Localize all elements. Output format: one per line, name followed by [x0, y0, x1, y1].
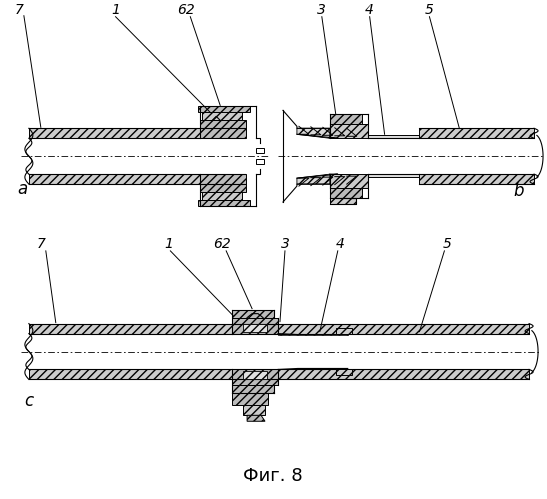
- Polygon shape: [243, 324, 267, 332]
- Polygon shape: [256, 148, 264, 153]
- Text: 3: 3: [281, 237, 289, 251]
- Text: 1: 1: [111, 2, 120, 17]
- Polygon shape: [29, 369, 529, 379]
- Polygon shape: [368, 174, 420, 177]
- Text: 1: 1: [164, 237, 173, 251]
- Polygon shape: [330, 114, 362, 124]
- Polygon shape: [232, 393, 268, 405]
- Polygon shape: [232, 310, 274, 318]
- Polygon shape: [336, 369, 352, 375]
- Polygon shape: [330, 188, 362, 198]
- Text: 62: 62: [177, 2, 195, 17]
- Text: 3: 3: [317, 2, 326, 17]
- Text: 5: 5: [443, 237, 452, 251]
- Polygon shape: [297, 174, 330, 184]
- Polygon shape: [330, 124, 368, 138]
- Polygon shape: [336, 328, 352, 334]
- Text: c: c: [24, 392, 33, 410]
- Polygon shape: [29, 128, 245, 138]
- Polygon shape: [247, 415, 265, 421]
- Polygon shape: [198, 106, 250, 112]
- Polygon shape: [232, 369, 278, 385]
- Text: a: a: [18, 180, 28, 198]
- Text: 7: 7: [37, 237, 45, 251]
- Text: 4: 4: [335, 237, 344, 251]
- Polygon shape: [202, 112, 242, 120]
- Text: 4: 4: [365, 2, 374, 17]
- Polygon shape: [368, 135, 420, 138]
- Text: 7: 7: [14, 2, 24, 17]
- Polygon shape: [29, 324, 529, 334]
- Polygon shape: [278, 334, 348, 335]
- Polygon shape: [232, 318, 278, 334]
- Text: 5: 5: [425, 2, 434, 17]
- Polygon shape: [202, 192, 242, 200]
- Text: 62: 62: [213, 237, 231, 251]
- Polygon shape: [200, 120, 246, 138]
- Polygon shape: [297, 128, 330, 138]
- Text: Фиг. 8: Фиг. 8: [243, 467, 303, 485]
- Polygon shape: [29, 174, 245, 184]
- Polygon shape: [420, 128, 534, 138]
- Polygon shape: [256, 159, 264, 164]
- Polygon shape: [200, 174, 246, 192]
- Text: b: b: [514, 182, 525, 200]
- Polygon shape: [420, 174, 534, 184]
- Polygon shape: [232, 385, 274, 393]
- Polygon shape: [243, 405, 265, 415]
- Polygon shape: [198, 200, 250, 206]
- Polygon shape: [243, 371, 267, 379]
- Polygon shape: [330, 174, 368, 188]
- Polygon shape: [330, 198, 356, 204]
